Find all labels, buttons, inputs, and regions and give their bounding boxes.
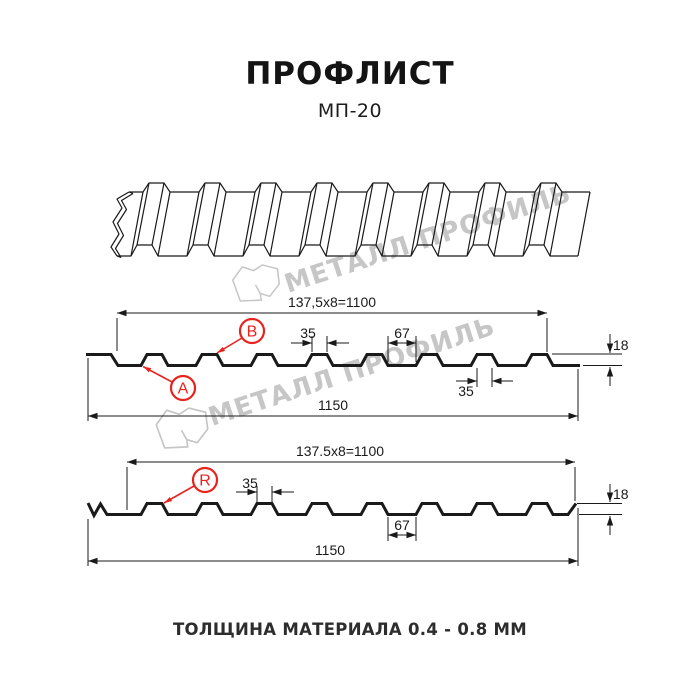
profile-bottom-dimensions: 137.5x8=1100 35 67 18 1150 <box>87 443 629 566</box>
profile-cross-section-top: 137,5x8=1100 35 67 18 35 <box>86 294 629 421</box>
callout-label-b: B <box>247 324 258 341</box>
material-thickness-note: ТОЛЩИНА МАТЕРИАЛА 0.4 - 0.8 ММ <box>173 620 527 639</box>
profile-top-dimensions: 137,5x8=1100 35 67 18 35 <box>87 294 629 421</box>
product-model: МП-20 <box>317 100 383 122</box>
dim-valley-width: 67 <box>394 517 410 533</box>
callout-circle-a <box>169 374 197 402</box>
callout-label-r: R <box>199 473 211 490</box>
dim-overall-width: 1150 <box>318 397 348 413</box>
dim-rib-top-width: 35 <box>242 475 258 491</box>
page-title: ПРОФЛИСТ <box>245 56 455 92</box>
dim-rib-top-width: 35 <box>300 325 316 341</box>
profile-cross-section-bottom: 137.5x8=1100 35 67 18 1150 <box>86 443 629 566</box>
callout-circle-r <box>191 466 219 494</box>
dim-coverage-width: 137,5x8=1100 <box>288 294 376 310</box>
dim-valley-width: 67 <box>394 325 410 341</box>
profile-sheet-3d-view <box>110 182 591 259</box>
metal-profil-logo-icon <box>231 264 281 302</box>
watermark-text: МЕТАЛЛ ПРОФИЛЬ <box>281 179 575 300</box>
dim-overall-width: 1150 <box>315 542 345 558</box>
profile-top-callouts: A B <box>142 317 266 402</box>
callout-label-a: A <box>178 381 189 398</box>
metal-profil-logo-icon <box>155 407 209 449</box>
watermark-upper: МЕТАЛЛ ПРОФИЛЬ <box>231 179 575 302</box>
dim-profile-height: 18 <box>613 486 629 502</box>
watermark-lower: МЕТАЛЛ ПРОФИЛЬ <box>155 312 499 449</box>
callout-circle-b <box>238 317 266 345</box>
profile-bottom-callouts: R <box>163 466 219 504</box>
dim-rib-bottom-width: 35 <box>458 383 474 399</box>
dim-profile-height: 18 <box>613 337 629 353</box>
profile-outline <box>86 501 578 519</box>
profile-outline <box>86 353 580 367</box>
dim-coverage-width: 137.5x8=1100 <box>296 443 384 459</box>
